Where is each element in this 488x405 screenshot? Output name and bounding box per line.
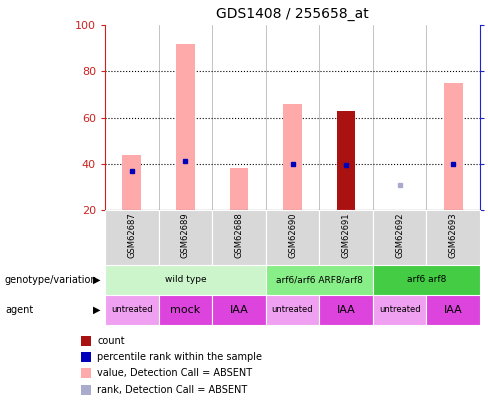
Bar [81, 368, 91, 378]
Bar [159, 295, 212, 325]
Bar [122, 154, 141, 210]
Text: arf6/arf6 ARF8/arf8: arf6/arf6 ARF8/arf8 [276, 275, 363, 284]
Bar [81, 385, 91, 394]
Text: ▶: ▶ [93, 305, 100, 315]
Bar [427, 295, 480, 325]
Bar [105, 210, 159, 265]
Title: GDS1408 / 255658_at: GDS1408 / 255658_at [216, 7, 369, 21]
Bar [373, 295, 427, 325]
Bar [229, 168, 248, 210]
Bar [319, 210, 373, 265]
Bar [81, 352, 91, 362]
Text: count: count [97, 336, 125, 345]
Text: genotype/variation: genotype/variation [5, 275, 98, 285]
Text: percentile rank within the sample: percentile rank within the sample [97, 352, 262, 362]
Text: IAA: IAA [444, 305, 463, 315]
Bar [444, 83, 463, 210]
Bar [373, 265, 480, 295]
Bar [265, 265, 373, 295]
Text: agent: agent [5, 305, 33, 315]
Bar [265, 210, 319, 265]
Text: GSM62691: GSM62691 [342, 213, 350, 258]
Text: GSM62689: GSM62689 [181, 213, 190, 258]
Bar [283, 104, 302, 210]
Text: mock: mock [170, 305, 201, 315]
Bar [212, 295, 265, 325]
Text: untreated: untreated [272, 305, 313, 315]
Text: rank, Detection Call = ABSENT: rank, Detection Call = ABSENT [97, 385, 247, 394]
Bar [159, 210, 212, 265]
Text: ▶: ▶ [93, 275, 100, 285]
Text: arf6 arf8: arf6 arf8 [407, 275, 446, 284]
Text: value, Detection Call = ABSENT: value, Detection Call = ABSENT [97, 368, 252, 378]
Text: GSM62687: GSM62687 [127, 213, 136, 258]
Text: GSM62692: GSM62692 [395, 213, 404, 258]
Text: GSM62690: GSM62690 [288, 213, 297, 258]
Bar [373, 210, 427, 265]
Bar [427, 210, 480, 265]
Text: GSM62688: GSM62688 [234, 213, 244, 258]
Bar [105, 265, 265, 295]
Text: untreated: untreated [379, 305, 421, 315]
Bar [319, 295, 373, 325]
Text: untreated: untreated [111, 305, 153, 315]
Bar [212, 210, 265, 265]
Bar [176, 43, 195, 210]
Bar [105, 295, 159, 325]
Text: GSM62693: GSM62693 [448, 213, 458, 258]
Bar [265, 295, 319, 325]
Text: wild type: wild type [164, 275, 206, 284]
Bar [81, 336, 91, 345]
Text: IAA: IAA [229, 305, 248, 315]
Bar [337, 111, 355, 210]
Text: IAA: IAA [337, 305, 355, 315]
